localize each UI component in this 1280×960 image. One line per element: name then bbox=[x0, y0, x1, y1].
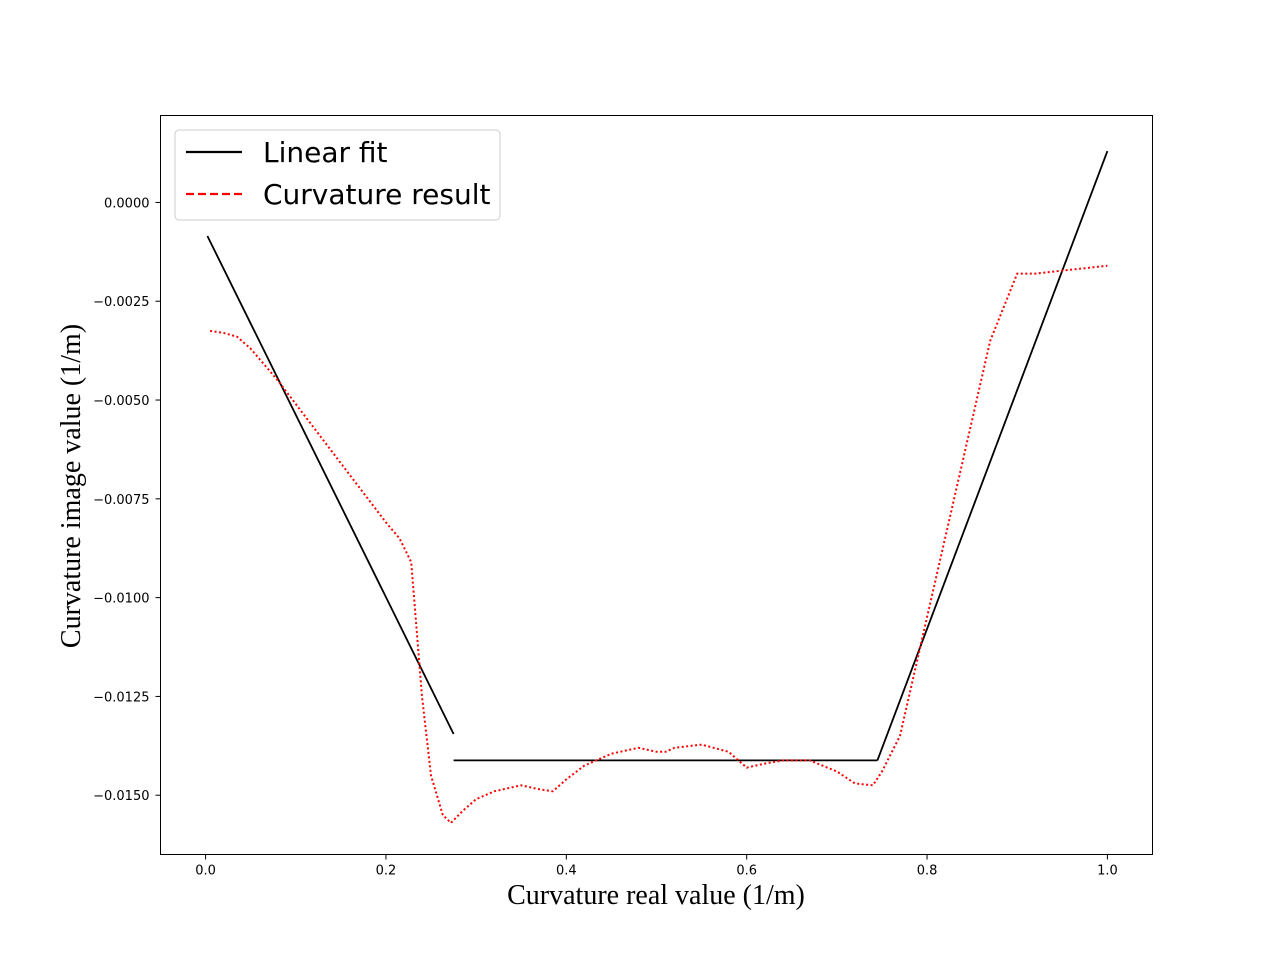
x-tick-label: 0.2 bbox=[376, 864, 397, 879]
x-tick-label: 0.4 bbox=[556, 864, 577, 879]
series-line-linear-fit bbox=[876, 150, 1109, 761]
plot-background bbox=[160, 115, 1153, 855]
y-axis-title: Curvature image value (1/m) bbox=[56, 324, 87, 648]
legend-box bbox=[174, 129, 501, 221]
y-tick-label: −0.0050 bbox=[93, 394, 149, 409]
y-tick-label: −0.0075 bbox=[93, 493, 149, 508]
x-tick-label: 1.0 bbox=[1097, 864, 1118, 879]
y-tick-label: −0.0025 bbox=[93, 295, 149, 310]
legend-label-curvature-result: Curvature result bbox=[263, 178, 491, 211]
legend-label-linear-fit: Linear fit bbox=[263, 136, 388, 169]
plot-frame bbox=[160, 115, 1153, 855]
legend: Linear fit Curvature result bbox=[174, 129, 501, 221]
x-tick-label: 0.8 bbox=[917, 864, 938, 879]
series-line-linear-fit bbox=[206, 235, 455, 735]
x-tick-label: 0.0 bbox=[195, 864, 216, 879]
x-axis-title: Curvature real value (1/m) bbox=[507, 880, 805, 911]
y-tick-label: 0.0000 bbox=[104, 196, 150, 211]
y-tick-label: −0.0150 bbox=[93, 789, 149, 804]
series-group bbox=[206, 150, 1109, 824]
y-tick-label: −0.0100 bbox=[93, 592, 149, 607]
ticks-group: 0.0 0.2 0.4 0.6 0.8 1.0 0.0000 −0.0025 −0.0050 −0… bbox=[93, 196, 1118, 878]
y-tick-label: −0.0125 bbox=[93, 690, 149, 705]
x-tick-label: 0.6 bbox=[736, 864, 757, 879]
